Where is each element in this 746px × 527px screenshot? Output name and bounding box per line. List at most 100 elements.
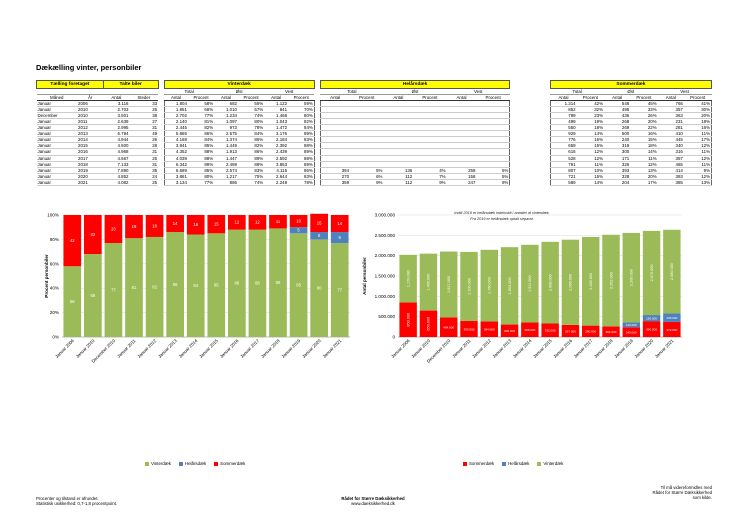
table-cell: 1.374: [214, 136, 238, 144]
bar-segment-sommerdæk: [166, 215, 184, 233]
table-cell: [413, 100, 447, 107]
table-cell: 20%: [683, 112, 712, 119]
table-cell: 89%: [288, 161, 315, 168]
table-cell: 16%: [630, 130, 658, 138]
table-cell: 270: [319, 173, 351, 180]
column-header: Steder: [129, 93, 159, 101]
column-header: Antal: [264, 93, 289, 101]
table-cell: [413, 118, 447, 126]
table-cell: 25: [129, 179, 159, 187]
x-tick-label: Januar 2014: [512, 338, 533, 359]
table-cell: 7.890: [103, 167, 130, 174]
table-cell: 58%: [187, 100, 215, 107]
table-cell: [476, 161, 511, 168]
table-cell: 13%: [630, 167, 658, 174]
table-cell: 33%: [630, 106, 658, 113]
x-tick-label: Januar 2019: [613, 338, 634, 359]
bar-data-label: 120.000: [626, 323, 637, 327]
bar-segment-sommerdæk: [207, 215, 226, 234]
table-cell: 80%: [288, 112, 315, 119]
table-cell: 9%: [683, 167, 712, 174]
legend-label: Vinterdæk: [151, 461, 171, 466]
bar-data-label: 5: [297, 228, 300, 233]
bar-data-label: 332.000: [545, 329, 556, 333]
table-cell: 67%: [237, 106, 265, 113]
sub-header-oest: Øst: [604, 87, 658, 95]
y-tick-label: 500.000: [378, 314, 395, 319]
table-cell: 436: [604, 112, 631, 119]
bar-segment-vinterdæk: [581, 236, 600, 326]
table-cell: [319, 136, 351, 144]
table-cell: 16%: [576, 136, 605, 144]
table-cell: [350, 148, 384, 156]
bar-segment-vinterdæk: [228, 229, 246, 337]
table-cell: 4.500: [103, 142, 130, 150]
table-cell: 80%: [237, 118, 265, 126]
table-cell: 18%: [630, 142, 658, 150]
footer-credit: som kilde.: [692, 495, 712, 501]
table-cell: 929: [549, 130, 577, 138]
bar-segment-vinterdæk: [248, 229, 267, 337]
y-tick-label: 1.000.000: [375, 294, 396, 299]
table-cell: 3.176: [264, 130, 289, 138]
table-cell: [476, 100, 511, 107]
table-cell: 9%: [476, 179, 511, 187]
bar-data-label: 88: [235, 281, 240, 286]
table-cell: [383, 155, 414, 162]
table-cell: 25: [129, 155, 159, 162]
table-body: Januar 2006 3.116 33 1.804 58% 682 55% 1.122 59% 1…: [36, 100, 712, 187]
table-cell: 659: [549, 142, 577, 150]
table-cell: [476, 118, 511, 126]
bar-segment-helårsdæk: [330, 232, 349, 244]
table-cell: 83%: [288, 173, 315, 180]
bar-data-label: 262.000: [606, 330, 617, 334]
table-cell: [446, 112, 477, 119]
table-cell: 269: [604, 124, 631, 132]
table-cell: 82%: [237, 142, 265, 150]
bar-data-label: 12: [235, 220, 240, 225]
table-cell: 240: [604, 136, 631, 144]
table-cell: [350, 161, 384, 168]
table-cell: 32%: [576, 106, 605, 113]
bar-data-label: 10: [296, 219, 301, 224]
group-header-vinterdaek: Vinterdæk: [163, 80, 315, 89]
table-cell: [383, 148, 414, 156]
bar-segment-sommerdæk: [439, 317, 458, 337]
table-cell: 2017: [77, 155, 104, 162]
table-cell: 42%: [576, 100, 605, 107]
table-cell: 3.134: [163, 179, 188, 187]
table-cell: 9%: [413, 179, 447, 187]
table-cell: 1.449: [214, 142, 238, 150]
table-cell: 12%: [683, 142, 712, 150]
legend-label: Sommerdæk: [220, 461, 246, 466]
bar-data-label: 2.070.000: [650, 264, 654, 281]
table-cell: 14%: [576, 179, 605, 187]
note-line: Fra 2019 er helårsdæk optalt separat.: [470, 217, 534, 221]
bar-data-label: 23: [111, 226, 116, 231]
legend-swatch: [214, 461, 219, 466]
table-cell: [446, 124, 477, 132]
bar-data-label: 89: [276, 280, 281, 285]
legend-swatch: [145, 461, 149, 466]
bar-segment-helårsdæk: [289, 227, 308, 234]
table-cell: 38: [129, 112, 159, 119]
bar-segment-sommerdæk: [581, 325, 600, 337]
sub-header-vest: Vest: [657, 87, 712, 95]
table-cell: 3.841: [163, 142, 188, 150]
column-header: Procent: [683, 93, 712, 101]
table-cell: 2.703: [103, 106, 130, 113]
table-cell: 2.445: [163, 124, 188, 132]
legend-label: Helårsdæk: [508, 461, 530, 466]
table-cell: 11%: [630, 155, 658, 162]
table-cell: 319: [604, 142, 631, 150]
table-cell: 2015: [77, 142, 104, 150]
table-cell: [350, 136, 384, 144]
table-cell: December: [36, 112, 78, 119]
x-tick-label: Januar 2010: [410, 338, 431, 359]
table-cell: [446, 155, 477, 162]
y-tick-label: 2.000.000: [375, 253, 396, 258]
table-cell: [319, 124, 351, 132]
table-cell: [446, 130, 477, 138]
table-cell: 6%: [350, 173, 384, 180]
bar-segment-vinterdæk: [419, 253, 438, 311]
